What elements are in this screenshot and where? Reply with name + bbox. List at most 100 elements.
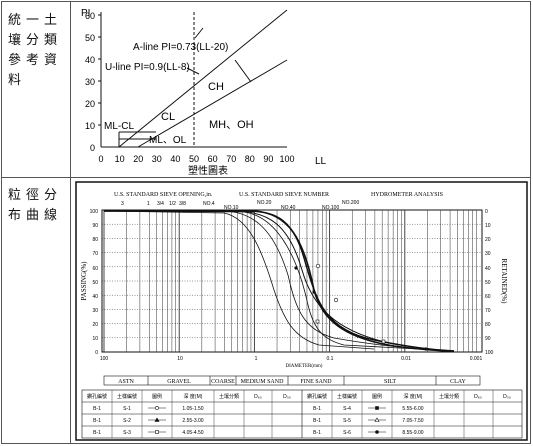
x-tick: 10	[177, 356, 183, 362]
region-ml-cl: ML-CL	[104, 121, 134, 132]
legend-header: 土壤分類	[219, 393, 239, 400]
row-label-uscs: 統一土 壤分類 參考資 料	[8, 10, 68, 90]
u-line-arrow	[186, 67, 200, 75]
band-label: FINE SAND	[300, 379, 332, 385]
curve-s5	[103, 210, 455, 352]
label-line: 料	[8, 72, 27, 87]
header-sieve-opening: U.S. STANDARD SIEVE OPENING,in.	[114, 192, 213, 198]
marker-dot	[294, 266, 298, 270]
y-tick: 0	[90, 143, 95, 153]
y-left-tick: 70	[92, 251, 98, 257]
legend-header: 深 度(M)	[184, 393, 203, 400]
number-tick: NO.20	[257, 200, 272, 206]
legend-cell: B-1	[93, 418, 101, 424]
band-label: COARSE	[211, 379, 235, 385]
x-tick: 70	[226, 154, 236, 164]
band-label: MEDIUM SAND	[241, 379, 285, 385]
marker-circle	[315, 263, 321, 269]
y-right-tick: 70	[485, 308, 491, 314]
y-left-tick: 60	[92, 266, 98, 272]
legend-header: 圖例	[372, 393, 382, 400]
legend-cell: B-1	[93, 430, 101, 436]
x-tick: 80	[245, 154, 255, 164]
legend-header: 土樣編號	[337, 393, 357, 400]
curve-markers	[294, 263, 428, 351]
y-axis-title: PI	[81, 8, 90, 19]
plasticity-chart: PI LL 0 10 20 30 40 50 60 0 10 20 30	[81, 8, 327, 177]
x-tick: 60	[208, 154, 218, 164]
soil-bands: ASTN GRAVEL COARSE MEDIUM SAND FINE SAND…	[103, 375, 481, 386]
x-tick: 40	[170, 154, 180, 164]
legend-header: 鑽孔編號	[87, 393, 107, 400]
y-right-tick: 60	[485, 294, 491, 300]
y-right-tick: 40	[485, 266, 491, 272]
legend-cell: B-1	[313, 418, 321, 424]
header-sieve-number: U.S. STANDARD SIEVE NUMBER	[239, 192, 329, 198]
x-tick: 100	[100, 356, 109, 362]
legend-cell: 1.05-1.50	[182, 406, 203, 412]
curve-s6	[103, 210, 375, 350]
label-line: 參考資	[8, 52, 63, 67]
label-line: 統一土	[8, 12, 63, 27]
marker-dot	[424, 347, 428, 351]
label-line: 布曲線	[8, 207, 63, 222]
x-tick: 0.01	[401, 356, 411, 362]
y-right-tick: 50	[485, 280, 491, 286]
u-line-label: U-line PI=0.9(LL-8)	[105, 62, 190, 73]
x-tick: 1	[255, 356, 258, 362]
y-right-tick: 30	[485, 251, 491, 257]
band-label: SILT	[384, 379, 396, 385]
y-tick: 30	[85, 77, 95, 87]
x-tick: 90	[263, 154, 273, 164]
a-line-arrow	[194, 27, 204, 39]
number-tick: NO.4	[203, 201, 215, 207]
region-ml-ol: ML、OL	[149, 135, 187, 146]
x-ticks: 0 10 20 30 40 50 60 70 80 90 100	[98, 154, 294, 164]
row-label-grain: 粒徑分 布曲線	[8, 185, 68, 225]
opening-ticks: 3 1 3/4 1/2 3/8	[121, 201, 186, 207]
legend-header: D₃₀	[283, 394, 291, 400]
gradation-curves	[103, 210, 455, 352]
opening-tick: 3	[121, 201, 124, 207]
y-ticks: 0 10 20 30 40 50 60	[85, 11, 101, 153]
y-left-tick: 20	[92, 322, 98, 328]
legend-cell: B-1	[313, 430, 321, 436]
legend-header: D₆₀	[254, 394, 262, 400]
marker-circle	[333, 297, 339, 303]
x-tick: 30	[152, 154, 162, 164]
number-tick: NO.10	[224, 205, 239, 211]
x-tick: 0	[98, 154, 103, 164]
marker-square	[381, 339, 386, 344]
y-right-tick: 0	[485, 209, 488, 215]
label-line: 壤分類	[8, 32, 63, 47]
marker-dot	[312, 290, 316, 294]
legend-symbols	[148, 406, 386, 434]
header-hydrometer: HYDROMETER ANALYSIS	[371, 192, 443, 198]
legend-cell: 7.05-7.50	[402, 418, 423, 424]
x-tick: 20	[133, 154, 143, 164]
y-right-tick: 100	[485, 350, 494, 356]
y-left-tick: 50	[92, 280, 98, 286]
band-label: ASTN	[118, 379, 134, 385]
y-tick: 40	[85, 55, 95, 65]
y-right-tick: 80	[485, 322, 491, 328]
legend-cell: S-1	[123, 406, 131, 412]
x-tick: 10	[115, 154, 125, 164]
number-tick: NO.100	[322, 205, 339, 211]
y-left-tick: 30	[92, 308, 98, 314]
grain-frame	[75, 181, 528, 441]
legend-header: D₆₀	[474, 394, 482, 400]
marker-square	[315, 319, 320, 324]
legend-header: 圖例	[152, 393, 162, 400]
y-tick: 10	[85, 121, 95, 131]
legend-header: 土壤分類	[439, 393, 459, 400]
chart-caption: 塑性圖表	[188, 164, 228, 177]
y-tick: 20	[85, 99, 95, 109]
grain-size-chart: U.S. STANDARD SIEVE OPENING,in. U.S. STA…	[75, 181, 528, 441]
legend-cell: S-5	[343, 418, 351, 424]
y-tick: 60	[85, 11, 95, 21]
column-divider	[70, 2, 71, 443]
label-line: 粒徑分	[8, 187, 63, 202]
legend-cell: B-1	[93, 406, 101, 412]
